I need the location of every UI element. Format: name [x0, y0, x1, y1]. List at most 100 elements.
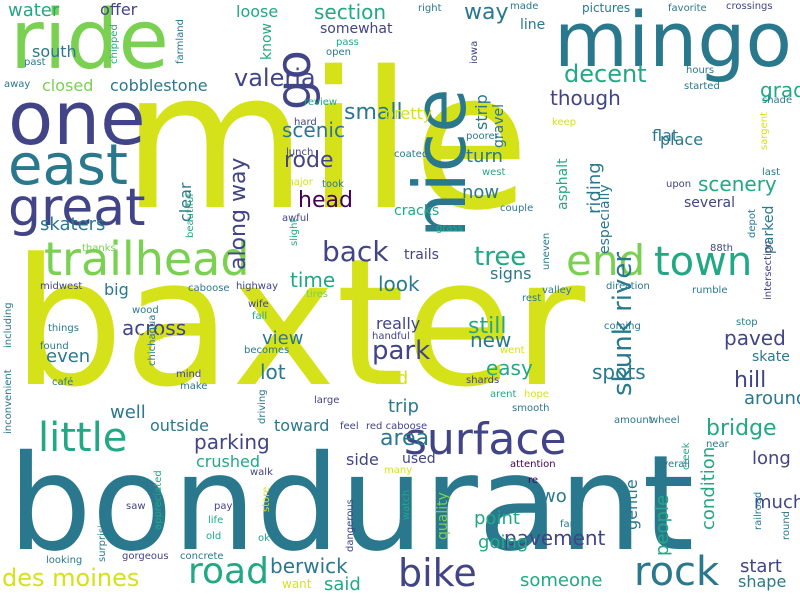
word-point: point	[474, 508, 520, 529]
word-west: west	[482, 167, 506, 178]
word-skaters: skaters	[40, 214, 106, 235]
word-area: area	[380, 426, 430, 451]
word-great: great	[8, 178, 146, 238]
word-open: open	[326, 47, 351, 58]
word-people: people	[652, 494, 673, 556]
word-along-way: along way	[226, 157, 251, 270]
word-gentle: gentle	[622, 479, 641, 530]
word-last: last	[762, 167, 781, 178]
word-inconvenient: inconvenient	[3, 369, 14, 434]
word-attention: attention	[510, 459, 556, 470]
word-thanks: thanks	[82, 243, 116, 254]
word-view: view	[262, 328, 304, 349]
word-coated: coated	[394, 149, 429, 160]
word-place: place	[660, 130, 704, 149]
word-trails: trails	[404, 247, 439, 263]
word-back: back	[322, 235, 389, 268]
word-round: round	[781, 510, 792, 540]
word-quality: quality	[435, 492, 451, 540]
word-amount: amount	[614, 415, 653, 426]
word-hope: hope	[524, 389, 549, 400]
word-small: small	[344, 100, 403, 125]
word-paved: paved	[724, 326, 786, 350]
word-caboose: caboose	[188, 283, 230, 294]
word-rock: rock	[634, 549, 720, 595]
word-lunch: lunch	[286, 147, 314, 158]
word-stop: stop	[736, 317, 758, 328]
word-loose: loose	[236, 2, 279, 21]
word-ride: ride	[10, 0, 169, 88]
word-right: right	[418, 3, 442, 14]
word-poorer: poorer	[466, 131, 499, 142]
word-berwick: berwick	[270, 554, 348, 578]
word-shards: shards	[466, 375, 500, 386]
word-long: long	[752, 448, 791, 469]
word-hours: hours	[686, 65, 715, 76]
word-slight: slight	[289, 218, 300, 246]
word-ok: ok	[258, 533, 270, 544]
word-skate: skate	[752, 349, 790, 365]
word-going: going	[478, 532, 529, 553]
word-decent: decent	[564, 60, 647, 88]
word-crushed: crushed	[196, 452, 260, 471]
word-temp: temp	[138, 331, 165, 342]
word-wheel: wheel	[650, 415, 680, 426]
word-concrete: concrete	[180, 551, 224, 562]
word-tree: tree	[474, 242, 527, 272]
word-cobblestone: cobblestone	[110, 76, 208, 95]
word-one: one	[8, 76, 146, 162]
word-two: two	[534, 486, 567, 507]
word-chichaqua: chichaqua	[147, 314, 158, 366]
word-rest: rest	[522, 293, 542, 304]
word-new: new	[470, 328, 512, 352]
word-closed: closed	[42, 76, 94, 95]
word-intersection: intersection	[763, 240, 774, 300]
word-used: used	[402, 451, 436, 467]
word-water: water	[8, 0, 60, 21]
word-watch: watch	[401, 489, 412, 520]
word-still: still	[468, 314, 507, 339]
word-trailhead: trailhead	[44, 232, 250, 286]
word-hill: hill	[734, 368, 767, 393]
word-even: even	[46, 346, 91, 367]
word-walk: walk	[250, 467, 273, 478]
word-railroad: railroad	[753, 491, 764, 530]
word-east: east	[8, 133, 128, 198]
word-direction: direction	[606, 281, 650, 292]
word-time: time	[290, 268, 336, 292]
word-many: many	[384, 465, 413, 476]
word-signs: signs	[490, 264, 532, 283]
word-end: end	[566, 236, 646, 285]
word-rode: rode	[284, 148, 334, 173]
word-highway: highway	[236, 281, 279, 292]
word-somewhat: somewhat	[320, 21, 393, 37]
word-condition: condition	[698, 446, 719, 530]
word-line: line	[520, 17, 546, 33]
word-surprising: surprising	[97, 512, 108, 562]
word-really: really	[376, 314, 421, 333]
word-keep: keep	[552, 117, 577, 128]
word-around: around	[744, 388, 800, 409]
word-make: make	[180, 381, 208, 392]
word-head: head	[298, 188, 353, 213]
word-tires: tires	[306, 289, 328, 300]
word-made: made	[510, 1, 539, 12]
word-driving: driving	[257, 389, 268, 424]
word-farmland: farmland	[175, 19, 186, 64]
word-review: review	[304, 97, 338, 108]
word-fall: fall	[252, 311, 268, 322]
word-appreciated: appreciated	[153, 470, 164, 530]
word-cracks: cracks	[394, 203, 440, 219]
word-trip: trip	[388, 396, 419, 417]
word-store: store	[261, 486, 272, 512]
word-des-moines: des moines	[2, 564, 140, 592]
word-rumble: rumble	[692, 285, 728, 296]
word-hard: hard	[294, 117, 317, 128]
word-town: town	[654, 239, 753, 285]
word-across: across	[122, 316, 187, 340]
word-pay: pay	[214, 501, 233, 512]
word-spots: spots	[592, 360, 646, 384]
word-midwest: midwest	[40, 281, 83, 292]
word-road: road	[188, 551, 269, 592]
word-little: little	[38, 415, 128, 461]
